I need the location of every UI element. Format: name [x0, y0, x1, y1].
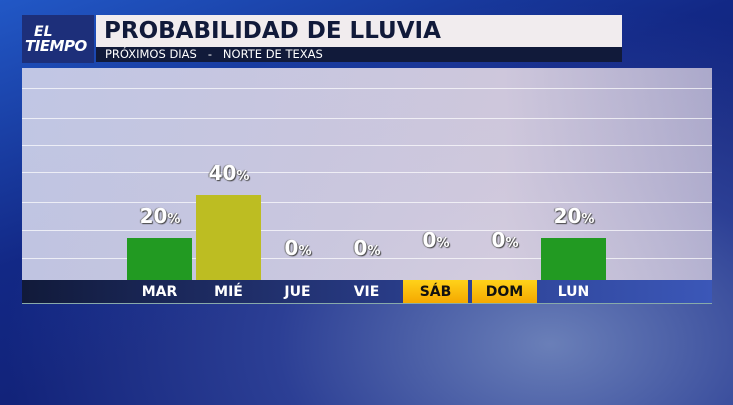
bar-mié — [196, 195, 261, 280]
data-label-jue: 0% — [258, 236, 338, 260]
data-label-dom: 0% — [465, 228, 545, 252]
data-label-unit: % — [436, 236, 450, 251]
chart-panel: 20% 40% 0% 0% 0% 0% 20% — [22, 68, 712, 280]
x-tick-jue: JUE — [284, 284, 311, 300]
data-label-lun: 20% — [534, 204, 614, 228]
bar-lun — [541, 237, 606, 280]
gridline — [22, 230, 712, 231]
x-tick-lun: LUN — [557, 284, 590, 300]
el-tiempo-logo: EL TIEMPO — [22, 15, 94, 63]
bar-mar — [127, 237, 192, 280]
data-label-unit: % — [298, 244, 312, 259]
data-label-sáb: 0% — [396, 228, 476, 252]
data-label-value: 0 — [353, 236, 368, 260]
data-label-unit: % — [236, 169, 250, 185]
gridline — [22, 258, 712, 259]
x-axis-bar: MAR MIÉ JUE VIE SÁB DOM LUN — [22, 280, 712, 304]
gridline — [22, 172, 712, 173]
x-tick-mié: MIÉ — [214, 284, 243, 300]
data-label-vie: 0% — [327, 236, 407, 260]
page-title: PROBABILIDAD DE LLUVIA — [96, 15, 622, 47]
data-label-unit: % — [581, 211, 595, 227]
data-label-value: 0 — [422, 228, 437, 252]
x-tick-sáb: SÁB — [403, 280, 468, 303]
gridline — [22, 88, 712, 89]
x-tick-vie: VIE — [353, 284, 380, 300]
data-label-mié: 40% — [189, 161, 269, 185]
data-label-unit: % — [367, 244, 381, 259]
data-label-value: 0 — [491, 228, 506, 252]
data-label-value: 0 — [284, 236, 299, 260]
logo-line2: TIEMPO — [25, 37, 87, 55]
gridline — [22, 202, 712, 203]
data-label-value: 40 — [208, 161, 237, 186]
data-label-value: 20 — [553, 203, 582, 228]
x-tick-mar: MAR — [141, 284, 178, 300]
data-label-unit: % — [167, 211, 181, 227]
data-label-mar: 20% — [120, 204, 200, 228]
data-label-value: 20 — [139, 203, 168, 228]
data-label-unit: % — [505, 236, 519, 251]
gridline — [22, 145, 712, 146]
gridline — [22, 118, 712, 119]
page-subtitle: PRÓXIMOS DIAS - NORTE DE TEXAS — [96, 47, 622, 62]
x-tick-dom: DOM — [472, 280, 537, 303]
logo-line1: EL — [34, 24, 53, 40]
